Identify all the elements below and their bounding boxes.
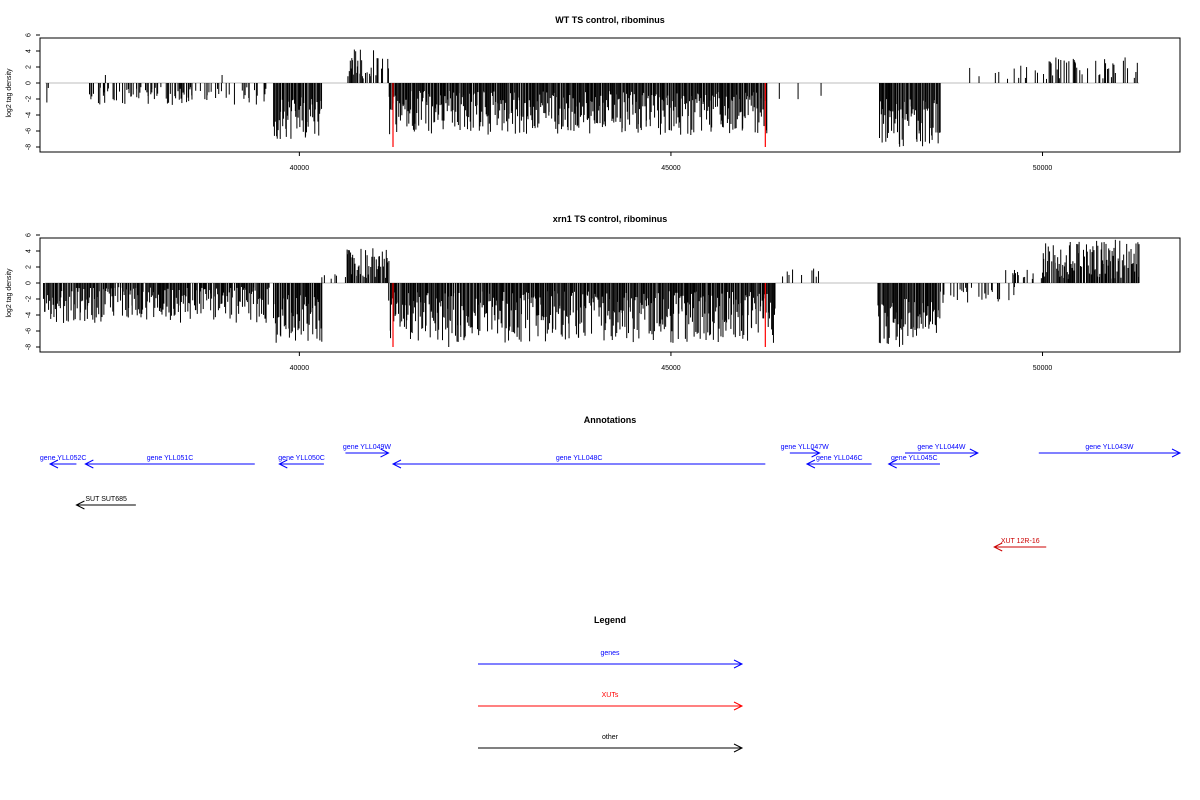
xrn1-track-panel: xrn1 TS control, ribominus log2 tag dens… xyxy=(6,214,1181,372)
feature-label: gene YLL044W xyxy=(917,444,966,451)
y-tick-label: 4 xyxy=(26,249,33,253)
y-tick-label: -2 xyxy=(26,96,33,102)
y-tick-label: 2 xyxy=(26,265,33,269)
legend-arrow-arrowhead xyxy=(733,701,744,711)
xrn1-track-title: xrn1 TS control, ribominus xyxy=(553,214,668,224)
feature-label: gene YLL045C xyxy=(891,455,938,462)
feature-label: gene YLL049W xyxy=(343,444,392,451)
y-tick-label: -6 xyxy=(26,328,33,334)
y-tick-label: 0 xyxy=(26,281,33,285)
y-tick-label: 6 xyxy=(26,33,33,37)
feature-arrow-arrowhead xyxy=(391,459,402,469)
x-tick-label: 40000 xyxy=(290,165,310,172)
annotations-title: Annotations xyxy=(584,415,637,425)
legend-item-label: genes xyxy=(600,650,620,657)
x-tick-label: 45000 xyxy=(661,165,681,172)
y-tick-label: -8 xyxy=(26,144,33,150)
y-tick-label: 0 xyxy=(26,81,33,85)
legend-arrow-arrowhead xyxy=(733,743,744,753)
y-tick-label: -4 xyxy=(26,112,33,118)
plot-frame xyxy=(39,37,1181,153)
y-tick-label: 2 xyxy=(26,65,33,69)
x-tick-label: 50000 xyxy=(1033,165,1053,172)
y-tick-label: -6 xyxy=(26,128,33,134)
feature-label: gene YLL043W xyxy=(1085,444,1134,451)
feature-arrow-arrowhead xyxy=(811,448,821,458)
x-tick-label: 40000 xyxy=(290,365,310,372)
feature-arrow-arrowhead xyxy=(278,459,288,469)
y-tick-label: -8 xyxy=(26,344,33,350)
feature-label: gene YLL051C xyxy=(147,455,194,462)
feature-arrow-arrowhead xyxy=(805,459,816,469)
feature-arrow-arrowhead xyxy=(1171,448,1182,458)
legend-title: Legend xyxy=(594,615,626,625)
legend-item-label: other xyxy=(602,734,619,741)
wt-track-panel: WT TS control, ribominus log2 tag densit… xyxy=(6,15,1181,172)
y-tick-label: -4 xyxy=(26,312,33,318)
plot-frame xyxy=(39,237,1181,353)
feature-arrow-arrowhead xyxy=(993,542,1003,552)
feature-label: XUT 12R-16 xyxy=(1001,538,1040,545)
x-tick-label: 45000 xyxy=(661,365,681,372)
y-tick-label: 4 xyxy=(26,49,33,53)
y-tick-label: 6 xyxy=(26,233,33,237)
feature-arrow-arrowhead xyxy=(75,500,85,510)
feature-label: gene YLL047W xyxy=(781,444,830,451)
legend-panel: Legend genes XUTs other xyxy=(478,615,744,753)
feature-arrow-arrowhead xyxy=(887,459,897,469)
wt-y-axis-label: log2 tag density xyxy=(6,68,13,118)
feature-label: gene YLL046C xyxy=(816,455,863,462)
annotations-panel: Annotations gene YLL052C gene YLL051C gene… xyxy=(40,415,1182,552)
wt-track-title: WT TS control, ribominus xyxy=(555,15,665,25)
feature-label: SUT SUT685 xyxy=(85,496,127,503)
feature-arrow-arrowhead xyxy=(84,459,94,469)
feature-arrow-arrowhead xyxy=(48,459,59,469)
feature-arrow-arrowhead xyxy=(969,448,979,458)
feature-label: gene YLL048C xyxy=(556,455,603,462)
xrn1-y-axis-label: log2 tag density xyxy=(6,268,13,318)
legend-arrow-arrowhead xyxy=(733,659,744,669)
feature-arrow-arrowhead xyxy=(380,448,390,458)
feature-label: gene YLL052C xyxy=(40,455,87,462)
legend-item-label: XUTs xyxy=(602,692,619,699)
x-tick-label: 50000 xyxy=(1033,365,1053,372)
feature-label: gene YLL050C xyxy=(278,455,325,462)
y-tick-label: -2 xyxy=(26,296,33,302)
